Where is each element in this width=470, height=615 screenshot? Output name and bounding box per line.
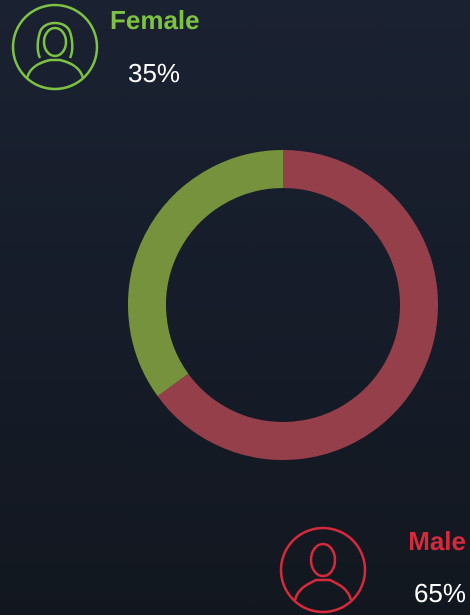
category-label: Female bbox=[110, 5, 200, 35]
donut-segment bbox=[157, 150, 438, 460]
value-label: 35% bbox=[128, 58, 180, 88]
category-label: Male bbox=[408, 526, 466, 556]
male-icon bbox=[279, 526, 367, 614]
value-label: 65% bbox=[414, 578, 466, 608]
donut-segment bbox=[128, 150, 284, 397]
female-icon bbox=[11, 3, 99, 91]
